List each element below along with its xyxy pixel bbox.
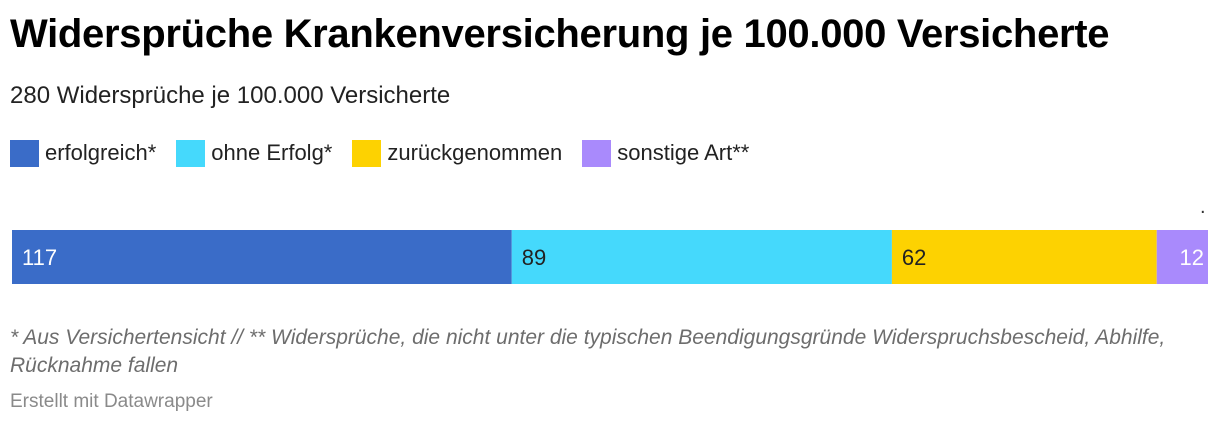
stacked-bar-chart: 117 89 62 12: [0, 228, 1220, 286]
bar-segment-ohne-erfolg: [511, 230, 892, 284]
legend-swatch-ohne-erfolg: [176, 139, 206, 167]
credit-line: Erstellt mit Datawrapper: [10, 391, 213, 412]
stacked-bar-svg: 117 89 62 12: [12, 230, 1208, 284]
legend-swatch-erfolgreich: [10, 139, 39, 167]
legend-item-zurueckgenommen: zurückgenommen: [352, 139, 563, 167]
legend-label-sonstige-art: sonstige Art**: [617, 140, 750, 165]
footnote: * Aus Versichertensicht // ** Widersprüc…: [10, 326, 1166, 377]
bar-segment-erfolgreich: [12, 230, 512, 284]
chart-legend: erfolgreich* ohne Erfolg* zurückgenommen…: [10, 138, 769, 168]
bar-value-label-sonstige-art: 12: [1180, 245, 1204, 270]
row-marker: .: [1200, 196, 1206, 218]
legend-item-sonstige-art: sonstige Art**: [582, 139, 750, 167]
legend-label-ohne-erfolg: ohne Erfolg*: [211, 140, 333, 165]
bar-segment-zurueckgenommen: [891, 230, 1157, 284]
chart-subtitle: 280 Widersprüche je 100.000 Versicherte: [10, 82, 451, 109]
legend-swatch-sonstige-art: [582, 139, 612, 167]
bar-value-label-ohne-erfolg: 89: [522, 245, 546, 270]
legend-label-zurueckgenommen: zurückgenommen: [387, 140, 563, 165]
bar-value-label-erfolgreich: 117: [22, 245, 57, 270]
legend-item-erfolgreich: erfolgreich*: [10, 139, 157, 167]
legend-swatch-zurueckgenommen: [352, 139, 382, 167]
legend-label-erfolgreich: erfolgreich*: [45, 140, 157, 165]
bar-segment-sonstige-art: [1156, 230, 1208, 284]
chart-title: Widersprüche Krankenversicherung je 100.…: [10, 12, 1110, 56]
legend-item-ohne-erfolg: ohne Erfolg*: [176, 139, 333, 167]
bar-value-label-zurueckgenommen: 62: [902, 245, 926, 270]
